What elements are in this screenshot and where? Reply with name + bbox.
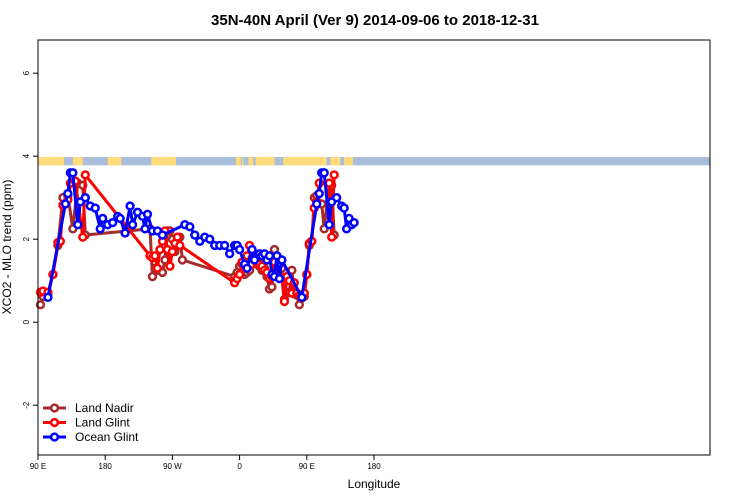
x-tick-label: 90 W (163, 462, 182, 471)
data-point (63, 188, 73, 199)
band-land-segment (72, 157, 83, 166)
x-tick-label: 180 (99, 462, 113, 471)
axes: 90 E 180 90 W 0 90 E 180 -2 0 2 4 6 (22, 70, 381, 471)
data-point (297, 292, 307, 302)
x-axis-label: Longitude (348, 477, 401, 491)
data-point (332, 193, 342, 203)
band-land-segment (38, 157, 65, 166)
series-layer (35, 168, 359, 310)
band-land-segment (151, 157, 177, 166)
data-point (247, 244, 257, 255)
legend-label: Ocean Glint (75, 430, 139, 444)
data-point (147, 271, 158, 282)
band-land-segment (344, 157, 353, 166)
data-point (120, 228, 130, 238)
data-point (274, 273, 285, 284)
legend-label: Land Nadir (75, 401, 134, 415)
data-point (68, 168, 78, 178)
data-point (264, 251, 275, 261)
data-point (80, 193, 90, 203)
data-point (205, 234, 215, 244)
data-point (279, 296, 290, 307)
band-land-segment (235, 157, 241, 166)
data-point (43, 292, 53, 302)
legend-item: Land Nadir (43, 401, 134, 415)
band-land-segment (107, 157, 122, 166)
data-point (90, 203, 100, 213)
data-point (349, 217, 359, 228)
y-tick-label: 0 (22, 319, 31, 324)
data-point (115, 213, 125, 224)
legend-item: Land Glint (43, 416, 130, 430)
data-point (234, 269, 245, 280)
y-tick-label: -2 (22, 401, 31, 409)
series-ocean-glint (43, 168, 359, 302)
band-ocean (38, 157, 710, 166)
legend-label: Land Glint (75, 416, 130, 430)
data-point (249, 255, 260, 265)
data-point (319, 168, 329, 178)
data-point (80, 170, 90, 180)
data-point (60, 199, 71, 209)
y-tick-label: 4 (22, 153, 31, 158)
surface-type-band (38, 157, 710, 166)
data-point (234, 244, 245, 255)
data-point (267, 282, 277, 292)
x-tick-label: 180 (367, 462, 381, 471)
data-point (277, 255, 287, 265)
data-point (190, 230, 200, 240)
data-point (314, 188, 324, 199)
legend-marker (49, 432, 60, 442)
data-point (175, 240, 185, 251)
data-point (329, 170, 339, 180)
data-point (78, 232, 88, 242)
data-point (242, 263, 252, 273)
data-point (312, 199, 322, 209)
data-point (220, 240, 230, 251)
data-point (157, 230, 168, 240)
data-point (155, 244, 165, 255)
data-point (167, 247, 178, 257)
y-axis-label: XCO2 - MLO trend (ppm) (0, 180, 14, 315)
data-point (98, 213, 108, 224)
data-point (95, 224, 105, 234)
data-point (127, 220, 138, 230)
data-point (150, 251, 160, 261)
data-point (140, 224, 150, 234)
chart-title: 35N-40N April (Ver 9) 2014-09-06 to 2018… (211, 12, 539, 29)
y-tick-label: 2 (22, 236, 31, 241)
data-point (165, 261, 175, 271)
band-land-segment (255, 157, 275, 166)
data-point (73, 220, 83, 230)
legend-marker (49, 403, 60, 413)
data-point (108, 217, 118, 228)
legend-marker (49, 417, 60, 428)
data-point (152, 263, 163, 273)
x-tick-label: 90 E (30, 462, 46, 471)
data-point (339, 203, 349, 213)
band-land-segment (330, 157, 341, 166)
data-point (177, 255, 188, 265)
data-point (142, 209, 153, 219)
band-land-segment (248, 157, 254, 166)
band-land-segment (283, 157, 327, 166)
data-point (172, 232, 183, 242)
data-point (125, 201, 135, 211)
data-point (185, 222, 195, 232)
x-tick-label: 90 E (299, 462, 315, 471)
x-tick-label: 0 (237, 462, 242, 471)
data-point (224, 249, 235, 259)
plot-frame (37, 39, 711, 456)
data-point (327, 232, 337, 242)
legend-item: Ocean Glint (43, 430, 139, 444)
band-land-segment (242, 157, 244, 166)
data-point (35, 300, 46, 310)
data-point (324, 220, 334, 230)
y-tick-label: 6 (22, 70, 31, 75)
